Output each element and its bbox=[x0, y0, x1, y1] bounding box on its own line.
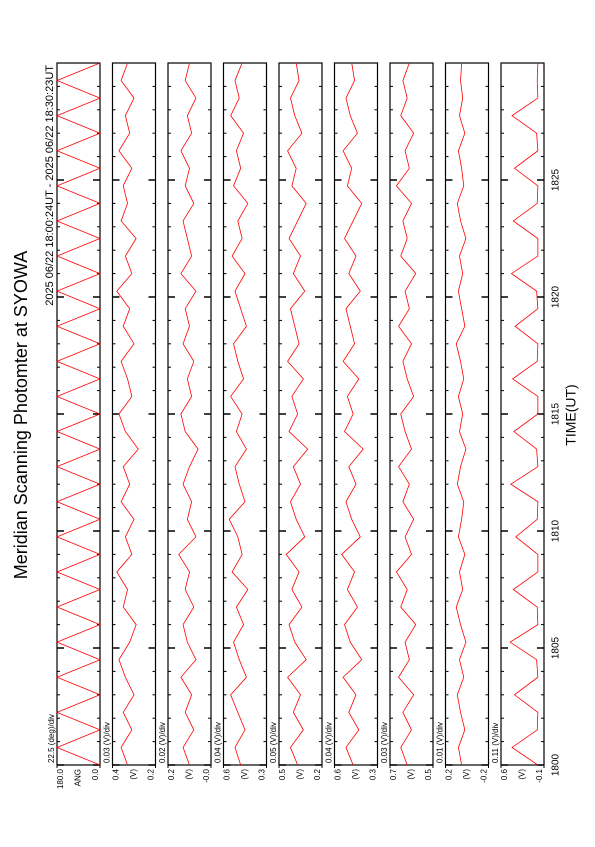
y-tick-label: 0.6 bbox=[223, 768, 232, 780]
scale-label: 0.03 (V)/div bbox=[380, 722, 389, 763]
y-tick-label: 0.7 bbox=[389, 768, 398, 780]
x-tick-label: 1805 bbox=[551, 636, 562, 659]
x-tick-label: 1820 bbox=[551, 285, 562, 308]
series-name: (V) bbox=[296, 769, 305, 780]
y-tick-label: 0.3 bbox=[369, 768, 378, 780]
x-tick-label: 1825 bbox=[551, 168, 562, 191]
y-tick-label: 0.4 bbox=[112, 768, 121, 780]
series-name: (V) bbox=[407, 769, 416, 780]
scale-label: 0.02 (V)/div bbox=[158, 722, 167, 763]
series-name: (V) bbox=[240, 769, 249, 780]
y-tick-label: 0.5 bbox=[424, 768, 433, 780]
scale-label: 22.5 (deg)/div bbox=[47, 714, 56, 763]
y-tick-label: 180.0 bbox=[56, 768, 65, 789]
data-line bbox=[395, 62, 417, 766]
scale-label: 0.03 (V)/div bbox=[103, 722, 112, 763]
data-line bbox=[341, 62, 364, 766]
series-name: (V) bbox=[351, 769, 360, 780]
y-tick-label: 0.2 bbox=[445, 768, 454, 780]
data-line bbox=[228, 62, 249, 766]
y-tick-label: 0.5 bbox=[278, 768, 287, 780]
x-axis-label: TIME(UT) bbox=[563, 384, 579, 445]
series-name: (V) bbox=[129, 769, 138, 780]
y-tick-label: 0.2 bbox=[167, 768, 176, 780]
time-range: 2025 06/22 18:00:24UT - 2025 06/22 18:30… bbox=[44, 65, 56, 306]
x-tick-label: 1810 bbox=[551, 519, 562, 542]
chart-title: Meridian Scanning Photomter at SYOWA bbox=[11, 251, 31, 579]
scale-label: 0.11 (V)/div bbox=[491, 723, 500, 763]
y-tick-label: -0.2 bbox=[480, 768, 489, 782]
scale-label: 0.04 (V)/div bbox=[214, 722, 223, 763]
series-name: (V) bbox=[185, 769, 194, 780]
data-line bbox=[509, 62, 539, 766]
y-tick-label: -0.0 bbox=[202, 768, 211, 782]
scale-label: 0.01 (V)/div bbox=[436, 722, 445, 763]
data-line bbox=[285, 62, 309, 766]
y-tick-label: 0.3 bbox=[258, 768, 267, 780]
y-tick-label: 0.0 bbox=[91, 768, 100, 780]
y-tick-label: 0.2 bbox=[313, 768, 322, 780]
rotated-chart: Meridian Scanning Photomter at SYOWA 202… bbox=[11, 62, 579, 789]
y-tick-label: 0.6 bbox=[334, 768, 343, 780]
series-name: ANG bbox=[74, 769, 83, 786]
scale-label: 0.04 (V)/div bbox=[325, 722, 334, 763]
series-name: (V) bbox=[518, 769, 527, 780]
data-line bbox=[116, 62, 139, 766]
data-line bbox=[55, 62, 102, 766]
y-tick-label: 0.2 bbox=[147, 768, 156, 780]
x-tick-label: 1800 bbox=[551, 753, 562, 776]
scale-label: 0.05 (V)/div bbox=[269, 722, 278, 763]
data-line bbox=[455, 62, 467, 766]
y-tick-label: -0.1 bbox=[535, 768, 544, 782]
series-name: (V) bbox=[462, 769, 471, 780]
y-tick-label: 0.6 bbox=[500, 768, 509, 780]
data-line bbox=[178, 62, 199, 766]
x-tick-label: 1815 bbox=[551, 402, 562, 425]
